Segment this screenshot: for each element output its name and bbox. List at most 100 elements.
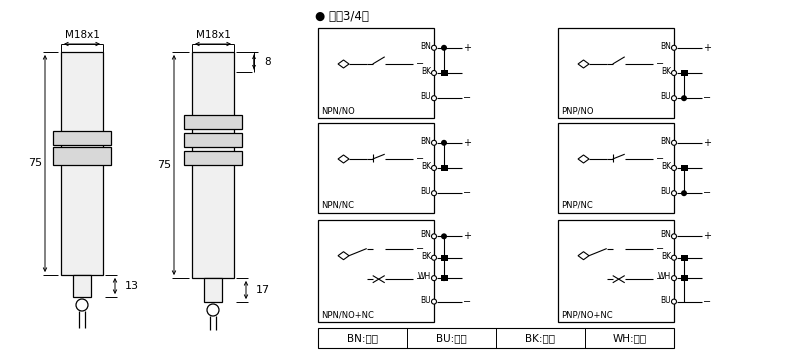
Text: BN: BN bbox=[660, 137, 671, 146]
Circle shape bbox=[671, 191, 677, 196]
Bar bbox=[318, 28, 434, 118]
Text: +: + bbox=[463, 138, 471, 148]
Bar bbox=[53, 131, 111, 145]
Text: −: − bbox=[463, 297, 471, 307]
Circle shape bbox=[431, 140, 437, 145]
Text: BN: BN bbox=[420, 42, 431, 51]
Circle shape bbox=[681, 95, 687, 101]
Text: BU: BU bbox=[660, 296, 671, 304]
Text: BU:兰色: BU:兰色 bbox=[436, 333, 467, 343]
Text: BK: BK bbox=[661, 162, 671, 171]
Text: 75: 75 bbox=[28, 158, 42, 168]
Circle shape bbox=[441, 275, 447, 281]
Text: −: − bbox=[416, 274, 424, 284]
Text: −: − bbox=[656, 274, 664, 284]
Text: 8: 8 bbox=[264, 57, 270, 67]
Circle shape bbox=[431, 299, 437, 304]
Text: −: − bbox=[463, 93, 471, 103]
Circle shape bbox=[207, 304, 219, 316]
Circle shape bbox=[681, 275, 687, 281]
Text: BU: BU bbox=[420, 296, 431, 304]
Bar bbox=[441, 255, 448, 261]
Bar bbox=[558, 123, 674, 213]
Polygon shape bbox=[338, 155, 349, 163]
Bar bbox=[184, 115, 242, 129]
Bar bbox=[61, 52, 103, 275]
Bar bbox=[681, 275, 688, 281]
Polygon shape bbox=[578, 252, 589, 260]
Circle shape bbox=[671, 45, 677, 50]
Text: −: − bbox=[703, 297, 711, 307]
Circle shape bbox=[671, 234, 677, 239]
Text: BU: BU bbox=[420, 187, 431, 196]
Polygon shape bbox=[578, 155, 589, 163]
Bar bbox=[441, 275, 448, 281]
Bar bbox=[184, 133, 242, 147]
Text: −: − bbox=[416, 59, 424, 69]
Text: BK: BK bbox=[661, 67, 671, 76]
Bar bbox=[441, 165, 448, 171]
Text: 75: 75 bbox=[157, 160, 171, 170]
Text: −: − bbox=[463, 188, 471, 198]
Circle shape bbox=[431, 70, 437, 75]
Text: BK:黑色: BK:黑色 bbox=[526, 333, 555, 343]
Text: +: + bbox=[703, 43, 711, 53]
Polygon shape bbox=[338, 252, 349, 260]
Text: −: − bbox=[416, 154, 424, 164]
Text: M18x1: M18x1 bbox=[65, 30, 99, 40]
Bar bbox=[184, 151, 242, 165]
Circle shape bbox=[681, 190, 687, 196]
Text: 13: 13 bbox=[125, 281, 139, 291]
Circle shape bbox=[431, 191, 437, 196]
Text: WH: WH bbox=[658, 272, 671, 281]
Bar bbox=[681, 255, 688, 261]
Text: +: + bbox=[703, 138, 711, 148]
Text: BN:棕色: BN:棕色 bbox=[347, 333, 378, 343]
Bar bbox=[318, 220, 434, 322]
Bar bbox=[441, 70, 448, 76]
Text: BN: BN bbox=[660, 230, 671, 239]
Text: +: + bbox=[463, 231, 471, 241]
Text: PNP/NO: PNP/NO bbox=[561, 106, 594, 115]
Circle shape bbox=[441, 45, 447, 51]
Text: BK: BK bbox=[661, 252, 671, 261]
Text: BK: BK bbox=[421, 162, 431, 171]
Text: PNP/NO+NC: PNP/NO+NC bbox=[561, 310, 613, 319]
Text: WH:白色: WH:白色 bbox=[613, 333, 646, 343]
Circle shape bbox=[76, 299, 88, 311]
Circle shape bbox=[431, 45, 437, 50]
Polygon shape bbox=[338, 60, 349, 68]
Text: BU: BU bbox=[420, 92, 431, 101]
Circle shape bbox=[671, 140, 677, 145]
Text: ● 直涁3/4线: ● 直涁3/4线 bbox=[315, 10, 369, 23]
Bar bbox=[681, 70, 688, 76]
Circle shape bbox=[671, 255, 677, 260]
Circle shape bbox=[431, 276, 437, 281]
Text: BU: BU bbox=[660, 187, 671, 196]
Circle shape bbox=[671, 299, 677, 304]
Circle shape bbox=[671, 96, 677, 101]
Circle shape bbox=[431, 165, 437, 170]
Polygon shape bbox=[578, 60, 589, 68]
Text: NPN/NC: NPN/NC bbox=[321, 201, 354, 210]
Circle shape bbox=[671, 276, 677, 281]
Circle shape bbox=[431, 234, 437, 239]
Circle shape bbox=[441, 140, 447, 146]
Bar bbox=[204, 278, 222, 302]
Bar bbox=[318, 123, 434, 213]
Circle shape bbox=[431, 96, 437, 101]
Text: NPN/NO: NPN/NO bbox=[321, 106, 354, 115]
Bar bbox=[73, 275, 91, 297]
Bar bbox=[558, 220, 674, 322]
Bar bbox=[681, 165, 688, 171]
Text: PNP/NC: PNP/NC bbox=[561, 201, 593, 210]
Text: −: − bbox=[703, 188, 711, 198]
Text: −: − bbox=[416, 244, 424, 253]
Bar bbox=[318, 328, 674, 348]
Text: +: + bbox=[703, 231, 711, 241]
Text: BK: BK bbox=[421, 252, 431, 261]
Bar bbox=[558, 28, 674, 118]
Text: WH: WH bbox=[418, 272, 431, 281]
Text: 17: 17 bbox=[256, 285, 270, 295]
Text: −: − bbox=[703, 93, 711, 103]
